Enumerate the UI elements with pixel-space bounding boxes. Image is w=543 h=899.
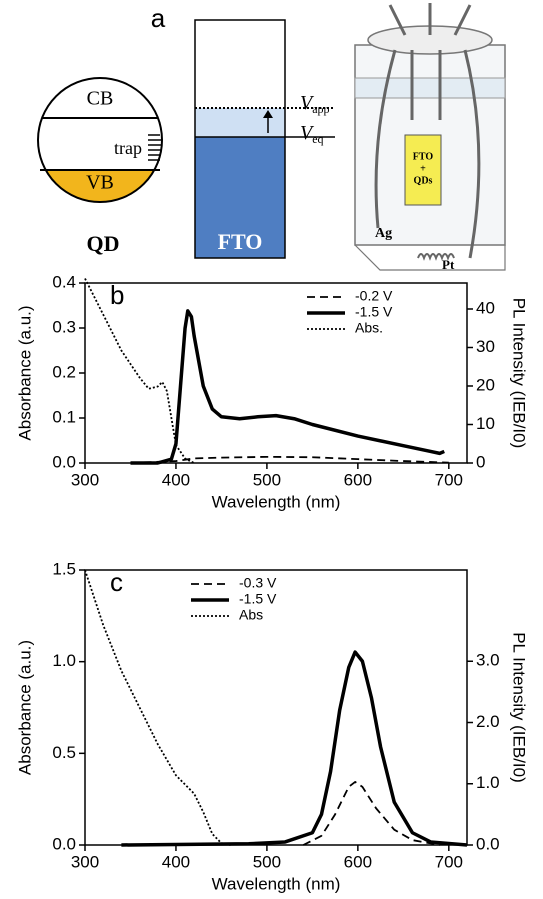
- electrodes: [374, 3, 481, 259]
- legend-label: Abs: [239, 607, 263, 623]
- x-axis-label: Wavelength (nm): [212, 874, 341, 893]
- y2-tick-label: 3.0: [476, 651, 500, 670]
- y-tick-label: 0.0: [52, 452, 76, 471]
- plot-frame: [84, 282, 468, 464]
- arrow-head: [263, 110, 273, 118]
- series-line: [84, 278, 195, 464]
- x-tick-label: 600: [344, 470, 372, 489]
- x-tick-label: 500: [253, 852, 281, 871]
- v-eq-sub: eq: [312, 132, 323, 146]
- y-tick-label: 0.4: [52, 272, 76, 291]
- y2-tick-label: 10: [476, 414, 495, 433]
- plot-frame: [84, 569, 468, 846]
- pt-label: Pt: [442, 257, 455, 272]
- cuvette-base: [354, 244, 506, 271]
- ag-label: Ag: [375, 226, 392, 241]
- y2-axis-label: PL Intensity (IEB/I0): [510, 632, 529, 783]
- series-line: [130, 309, 445, 465]
- vial-plus: +: [420, 163, 426, 174]
- y2-tick-label: 1.0: [476, 773, 500, 792]
- y-axis-label: Absorbance (a.u.): [15, 305, 34, 440]
- v-app-label: Vapp: [300, 92, 330, 116]
- fto-box: [194, 19, 286, 259]
- vial-fto: FTO: [413, 151, 434, 162]
- series-line: [84, 569, 231, 846]
- x-tick-label: 300: [71, 852, 99, 871]
- series-line: [121, 650, 468, 847]
- x-tick-label: 400: [162, 470, 190, 489]
- y2-tick-label: 30: [476, 337, 495, 356]
- x-tick-label: 300: [71, 470, 99, 489]
- cb-label: CB: [87, 88, 114, 110]
- x-axis-label: Wavelength (nm): [212, 492, 341, 511]
- y2-tick-label: 40: [476, 298, 495, 317]
- fto-diagram: Vapp Veq FTO: [194, 19, 335, 259]
- y-tick-label: 0.5: [52, 743, 76, 762]
- qd-circle: [37, 77, 163, 203]
- pt-coil: [417, 253, 455, 261]
- x-tick-label: 400: [162, 852, 190, 871]
- qd-diagram: CB trap VB QD: [37, 77, 163, 256]
- panel-label: b: [110, 280, 124, 310]
- legend-label: -1.5 V: [239, 591, 277, 607]
- x-tick-label: 700: [435, 470, 463, 489]
- vb-label: VB: [86, 172, 114, 194]
- x-tick-label: 600: [344, 852, 372, 871]
- fto-band: [195, 137, 285, 258]
- vial-qds: QDs: [414, 175, 433, 186]
- qd-label: QD: [87, 231, 120, 256]
- v-eq-label: Veq: [300, 122, 324, 146]
- y-axis-label: Absorbance (a.u.): [15, 640, 34, 775]
- legend-label: Abs.: [355, 320, 383, 336]
- series-line: [302, 781, 440, 846]
- v-app-symbol: V: [300, 92, 315, 114]
- legend-label: -0.2 V: [355, 288, 393, 304]
- cell-diagram: FTO + QDs Ag Pt: [354, 3, 506, 272]
- y-tick-label: 0.3: [52, 317, 76, 336]
- trap-label: trap: [114, 138, 142, 158]
- y2-tick-label: 20: [476, 375, 495, 394]
- y-tick-label: 1.0: [52, 651, 76, 670]
- y2-tick-label: 2.0: [476, 712, 500, 731]
- fto-filled-states: [195, 108, 285, 137]
- legend-label: -0.3 V: [239, 575, 277, 591]
- y-tick-label: 0.0: [52, 834, 76, 853]
- y-tick-label: 1.5: [52, 559, 76, 578]
- x-tick-label: 700: [435, 852, 463, 871]
- trap-levels: [148, 134, 161, 161]
- panel-label: a: [151, 3, 166, 33]
- y2-axis-label: PL Intensity (IEB/I0): [510, 298, 529, 449]
- cap-band: [354, 77, 506, 99]
- y-tick-label: 0.1: [52, 407, 76, 426]
- y2-tick-label: 0.0: [476, 834, 500, 853]
- y-tick-label: 0.2: [52, 362, 76, 381]
- x-tick-label: 500: [253, 470, 281, 489]
- legend-label: -1.5 V: [355, 304, 393, 320]
- y2-tick-label: 0: [476, 452, 485, 471]
- series-line: [130, 455, 449, 464]
- fto-empty: [195, 20, 285, 108]
- v-eq-symbol: V: [300, 122, 315, 144]
- fto-label: FTO: [218, 229, 263, 254]
- v-app-sub: app: [312, 102, 329, 116]
- vial: [404, 134, 442, 206]
- panel-label: c: [110, 567, 123, 597]
